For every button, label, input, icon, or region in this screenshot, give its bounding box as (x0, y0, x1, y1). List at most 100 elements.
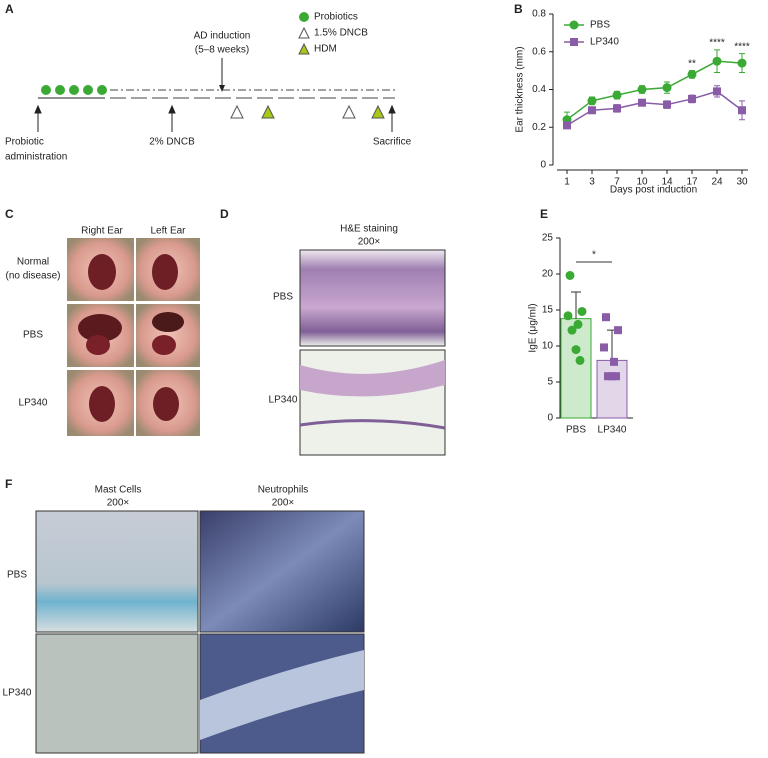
marker (577, 306, 587, 316)
legend-text: HDM (314, 44, 337, 55)
marker (713, 87, 721, 96)
significance: **** (734, 41, 750, 52)
column-header: 200× (107, 498, 130, 509)
column-header: Right Ear (81, 226, 123, 237)
column-header: Left Ear (150, 226, 186, 237)
marker (687, 69, 697, 79)
marker (663, 100, 671, 109)
panel-label: B (514, 2, 523, 16)
x-tick-label: 3 (589, 177, 595, 188)
legend-text: 1.5% DNCB (314, 28, 368, 39)
column-header: Neutrophils (258, 485, 309, 496)
y-tick-label: 0.6 (532, 46, 546, 57)
marker (575, 355, 585, 365)
row-label: PBS (273, 292, 293, 303)
significance: **** (709, 38, 725, 49)
marker (737, 58, 747, 68)
panel-title: 200× (358, 237, 381, 248)
marker (600, 343, 608, 352)
marker (573, 319, 583, 329)
dose-triangles (230, 104, 385, 119)
panel-label: F (5, 477, 12, 491)
stain-images (35, 510, 365, 754)
y-tick-label: 0.2 (532, 122, 546, 133)
marker (602, 313, 610, 322)
bar (596, 359, 628, 419)
marker (610, 357, 618, 366)
panel-f: F Mast Cells 200× Neutrophils 200× PBS L… (3, 477, 365, 754)
y-tick-label: 0 (540, 160, 546, 171)
dose-dots (41, 85, 107, 95)
marker (567, 325, 577, 335)
he-images (299, 249, 446, 456)
row-label: LP340 (19, 398, 48, 409)
x-tick-label: 1 (564, 177, 570, 188)
x-tick-label: 17 (686, 177, 698, 188)
error-bar (607, 329, 617, 361)
y-tick-label: 0.8 (532, 9, 546, 20)
significance: * (592, 250, 596, 261)
y-tick-label: 5 (547, 377, 553, 388)
row-label: Normal (17, 257, 49, 268)
x-tick-label: 14 (661, 177, 673, 188)
x-tick-label: 24 (711, 177, 723, 188)
y-tick-label: 15 (542, 305, 554, 316)
y-tick-label: 20 (542, 269, 554, 280)
marker (662, 83, 672, 93)
x-tick-label: 10 (636, 177, 648, 188)
panel-d: D H&E staining 200× PBS LP340 (220, 207, 446, 456)
marker (614, 326, 622, 335)
y-axis-label: Ear thickness (mm) (515, 46, 526, 132)
panel-a: A Probiotics 1.5% DNCB HDM AD induction … (5, 2, 412, 162)
error-bar (571, 291, 581, 319)
x-tick-label: 30 (736, 177, 748, 188)
y-tick-label: 0 (547, 413, 553, 424)
legend-text: Probiotics (314, 12, 358, 23)
row-label: (no disease) (5, 271, 60, 282)
marker (569, 20, 579, 30)
y-tick-label: 25 (542, 233, 554, 244)
legend-text: LP340 (590, 37, 619, 48)
marker (712, 56, 722, 66)
annotation: Sacrifice (373, 137, 412, 148)
x-tick-label: LP340 (598, 425, 627, 436)
marker (565, 270, 575, 280)
annotation: (5–8 weeks) (195, 45, 249, 56)
legend-icon (298, 42, 310, 55)
marker (613, 104, 621, 113)
arrows (34, 104, 396, 132)
row-label: LP340 (269, 395, 298, 406)
significance: ** (688, 58, 696, 69)
marker (563, 311, 573, 321)
legend-icon (299, 12, 309, 22)
marker (612, 90, 622, 100)
column-header: 200× (272, 498, 295, 509)
marker (638, 98, 646, 107)
column-header: Mast Cells (95, 485, 142, 496)
y-axis-label: IgE (μg/ml) (528, 303, 539, 352)
marker (571, 345, 581, 355)
marker (637, 85, 647, 94)
ear-photos (67, 238, 200, 436)
legend-text: PBS (590, 20, 610, 31)
marker (570, 38, 578, 46)
y-tick-label: 10 (542, 341, 554, 352)
panel-label: D (220, 207, 229, 221)
marker (587, 96, 597, 106)
x-tick-label: PBS (566, 425, 586, 436)
x-tick-label: 7 (614, 177, 620, 188)
legend-icon (298, 26, 310, 39)
line (566, 90, 743, 127)
row-label: PBS (23, 330, 43, 341)
annotation: administration (5, 152, 67, 163)
row-label: LP340 (3, 688, 32, 699)
panel-label: A (5, 2, 14, 16)
annotation: Probiotic (5, 137, 44, 148)
marker (563, 121, 571, 130)
row-label: PBS (7, 570, 27, 581)
arrow-head (219, 85, 225, 92)
marker (588, 106, 596, 115)
y-tick-label: 0.4 (532, 84, 546, 95)
marker (612, 372, 620, 381)
